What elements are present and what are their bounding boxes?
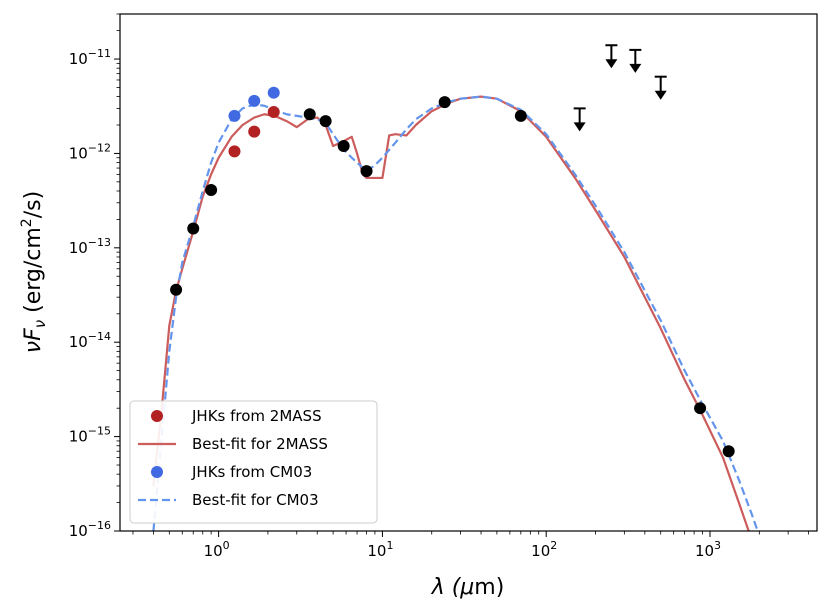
legend-entry-jhks-from-2mass: JHKs from 2MASS — [151, 407, 322, 425]
y-axis-label-f: F — [21, 328, 46, 341]
data-point-photometry — [360, 165, 373, 178]
y-tick-label: 10−13 — [69, 236, 111, 257]
upper-limits-layer — [573, 44, 667, 132]
x-axis-label-lambda: λ ( — [431, 575, 462, 600]
data-point-photometry — [319, 115, 332, 128]
x-tick-label: 102 — [531, 539, 557, 560]
y-tick-label-exp: −12 — [88, 141, 111, 154]
x-axis-label-mu: μ — [459, 575, 474, 600]
y-axis-label-unit: (erg/cm — [21, 227, 46, 320]
data-point-jhks-from-2mass — [267, 105, 280, 118]
x-tick-label-base: 10 — [531, 542, 550, 560]
data-point-jhks-from-cm03 — [228, 109, 241, 122]
y-tick-label-exp: −11 — [88, 47, 111, 60]
x-tick-label-exp: 2 — [550, 539, 557, 552]
legend-label: JHKs from 2MASS — [191, 407, 322, 425]
data-point-photometry — [514, 109, 527, 122]
y-tick-label-exp: −16 — [88, 519, 111, 532]
y-tick-label-exp: −13 — [88, 236, 111, 249]
y-tick-label-base: 10 — [69, 333, 88, 351]
x-tick-label-base: 10 — [367, 542, 386, 560]
data-point-photometry — [337, 139, 350, 152]
y-axis-label-nu: ν — [21, 341, 46, 353]
data-point-photometry — [722, 445, 735, 458]
legend-entry-jhks-from-cm03: JHKs from CM03 — [151, 463, 312, 481]
legend-label: Best-fit for 2MASS — [192, 435, 328, 453]
upper-limit-marker — [629, 48, 642, 73]
x-tick-label-exp: 1 — [386, 539, 393, 552]
legend-box — [129, 400, 378, 524]
data-point-photometry — [438, 96, 451, 109]
upper-limit-marker — [573, 107, 586, 132]
upper-limit-marker — [654, 75, 667, 100]
x-tick-label-exp: 0 — [223, 539, 230, 552]
plot-area — [152, 44, 759, 531]
y-tick-label: 10−15 — [69, 425, 111, 446]
x-tick-label: 101 — [367, 539, 393, 560]
y-tick-label-base: 10 — [69, 522, 88, 540]
y-tick-label-base: 10 — [69, 50, 88, 68]
x-tick-label: 100 — [204, 539, 230, 560]
y-axis-label-sup: 2 — [19, 218, 35, 227]
legend-marker — [151, 410, 163, 422]
data-point-jhks-from-2mass — [248, 125, 261, 138]
legend-marker — [151, 466, 163, 478]
data-points-layer — [170, 86, 735, 458]
y-axis-label: νFν (erg/cm2/s) — [19, 191, 49, 353]
y-axis-label-end: /s) — [21, 191, 46, 218]
data-point-jhks-from-cm03 — [248, 94, 261, 107]
y-tick-label: 10−16 — [69, 519, 111, 540]
x-tick-label-exp: 3 — [714, 539, 721, 552]
legend-entry-best-fit-for-cm03: Best-fit for CM03 — [138, 491, 319, 509]
y-tick-label: 10−14 — [69, 330, 111, 351]
data-point-photometry — [205, 183, 218, 196]
data-point-jhks-from-2mass — [228, 145, 241, 158]
y-tick-label-base: 10 — [69, 144, 88, 162]
upper-limit-marker — [605, 44, 618, 69]
y-tick-label-exp: −15 — [88, 425, 111, 438]
legend: JHKs from 2MASS Best-fit for 2MASS JHKs fr… — [129, 400, 378, 524]
y-tick-label: 10−11 — [69, 47, 111, 68]
y-tick-label-base: 10 — [69, 428, 88, 446]
x-tick-label-base: 10 — [204, 542, 223, 560]
plot-frame — [119, 13, 818, 532]
data-point-photometry — [303, 108, 316, 121]
data-point-photometry — [187, 222, 200, 235]
x-tick-label-base: 10 — [695, 542, 714, 560]
x-tick-label: 103 — [695, 539, 721, 560]
data-point-photometry — [170, 283, 183, 296]
y-axis-label-sub: ν — [31, 320, 49, 328]
legend-entry-best-fit-for-2mass: Best-fit for 2MASS — [138, 435, 328, 453]
x-axis-label: λ (μm) — [431, 575, 505, 600]
y-tick-label-base: 10 — [69, 239, 88, 257]
legend-label: Best-fit for CM03 — [192, 491, 319, 509]
series-line-best-fit-for-cm03 — [152, 95, 759, 531]
y-tick-label-exp: −14 — [88, 330, 111, 343]
data-point-photometry — [694, 402, 707, 415]
y-tick-label: 10−12 — [69, 141, 111, 162]
legend-label: JHKs from CM03 — [191, 463, 312, 481]
data-point-jhks-from-cm03 — [267, 86, 280, 99]
fit-lines-layer — [152, 95, 759, 531]
x-axis-ticks: 100 101 102 103 — [132, 531, 810, 560]
x-axis-label-unit: m) — [474, 575, 504, 600]
